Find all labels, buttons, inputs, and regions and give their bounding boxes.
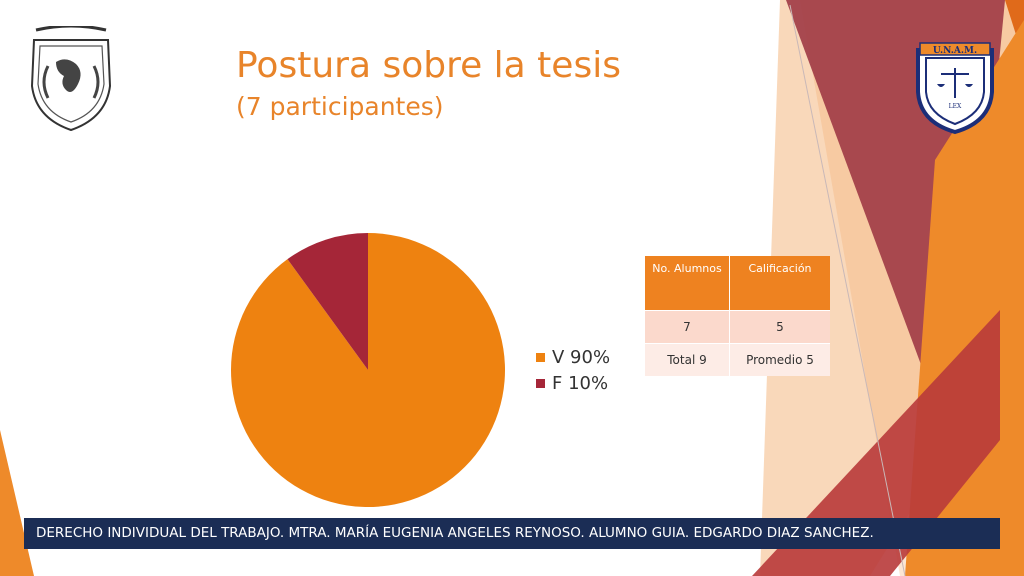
table-cell: 7 [645,310,730,344]
footer-banner: DERECHO INDIVIDUAL DEL TRABAJO. MTRA. MA… [24,518,1000,549]
table-row: Total 9 Promedio 5 [645,343,830,376]
unam-crest-logo [30,26,112,132]
table-cell: Promedio 5 [729,343,830,376]
legend-label: V 90% [552,346,611,368]
pie-slice-0 [230,233,505,508]
table-row: 7 5 [645,310,830,344]
decor-red-bottom [752,310,1000,576]
logo-unam-text: U.N.A.M. [933,46,977,56]
table-header-alumnos: No. Alumnos [645,256,730,311]
table-cell: Total 9 [645,343,730,376]
slide-subtitle: (7 participantes) [236,92,444,121]
table-cell: 5 [729,310,830,344]
facultad-derecho-logo: U.N.A.M. LEX [916,42,994,135]
legend-swatch [536,378,545,388]
legend-item: F 10% [536,370,610,396]
table-header-calificacion: Calificación [729,256,830,311]
pie-chart [230,233,505,508]
chart-legend: V 90% F 10% [536,344,610,396]
decor-left-strip [0,430,34,576]
legend-item: V 90% [536,344,610,370]
logo-lex-text: LEX [949,103,962,110]
decor-line [789,4,906,576]
results-table: No. Alumnos Calificación 7 5 Total 9 Pro… [645,256,830,376]
slide-title: Postura sobre la tesis [236,45,621,86]
pie-slice-1 [287,233,368,370]
legend-label: F 10% [552,372,609,394]
legend-swatch [536,352,545,362]
table-header-row: No. Alumnos Calificación [645,256,830,311]
